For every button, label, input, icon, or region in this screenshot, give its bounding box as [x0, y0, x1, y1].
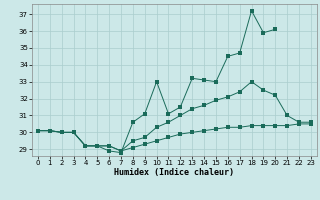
X-axis label: Humidex (Indice chaleur): Humidex (Indice chaleur)	[115, 168, 234, 177]
